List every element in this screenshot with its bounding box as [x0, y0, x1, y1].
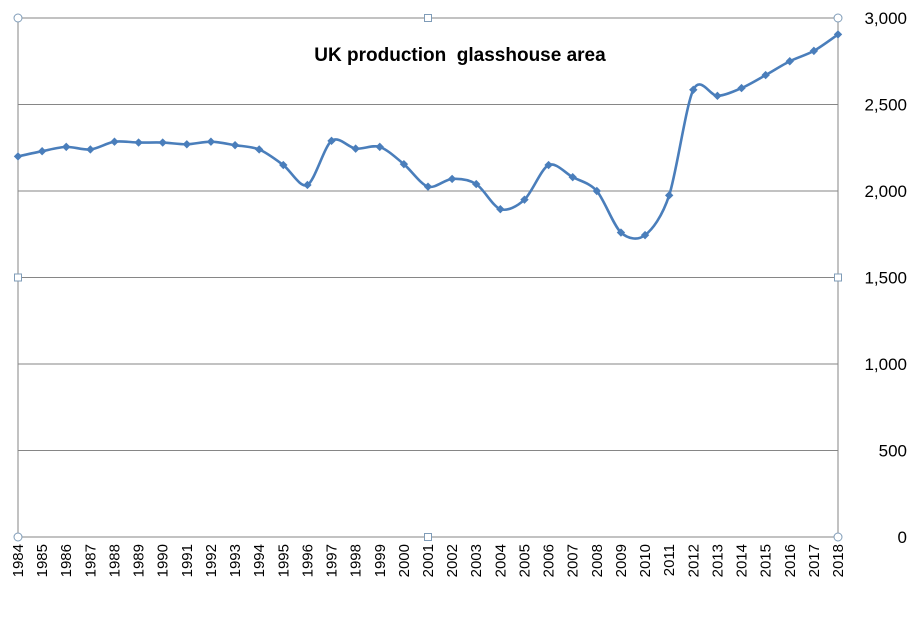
- x-tick-label: 1997: [324, 544, 341, 577]
- y-tick-label: 1,500: [864, 269, 907, 288]
- x-tick-label: 1998: [348, 544, 365, 577]
- data-point-marker: [110, 137, 119, 146]
- x-tick-label: 2011: [661, 544, 678, 576]
- data-point-marker: [230, 140, 240, 150]
- data-point-marker: [351, 144, 360, 153]
- data-point-marker: [472, 179, 481, 189]
- x-tick-label: 2000: [396, 544, 413, 577]
- resize-handle-corner[interactable]: [833, 532, 843, 542]
- x-tick-label: 2013: [709, 544, 726, 577]
- y-tick-label: 2,000: [864, 182, 907, 201]
- series-layer: [13, 30, 843, 240]
- x-tick-label: 1991: [179, 544, 196, 577]
- x-tick-label: 2018: [830, 544, 847, 577]
- data-point-marker: [134, 138, 143, 147]
- x-tick-label: 2006: [541, 544, 558, 577]
- x-tick-label: 2009: [613, 544, 630, 577]
- data-point-marker: [689, 85, 698, 94]
- data-point-marker: [399, 159, 409, 169]
- data-point-marker: [664, 191, 674, 200]
- data-point-marker: [520, 195, 529, 204]
- y-tick-label: 0: [898, 528, 907, 547]
- x-tick-label: 2004: [492, 544, 509, 577]
- data-point-marker: [182, 140, 192, 149]
- data-point-marker: [62, 142, 71, 152]
- data-point-marker: [616, 228, 626, 237]
- selection-handles: [13, 13, 843, 542]
- x-tick-label: 1993: [227, 544, 244, 577]
- resize-handle-corner[interactable]: [833, 13, 843, 23]
- data-point-marker: [158, 138, 167, 147]
- data-point-marker: [640, 230, 650, 240]
- data-point-marker: [303, 180, 312, 190]
- data-point-marker: [13, 152, 23, 161]
- x-tick-label: 1992: [203, 544, 220, 577]
- data-point-marker: [833, 30, 843, 39]
- data-point-marker: [544, 160, 553, 170]
- x-tick-label: 2017: [806, 544, 823, 577]
- data-point-marker: [86, 145, 95, 154]
- data-point-marker: [713, 91, 722, 101]
- gridlines: [18, 17, 838, 538]
- x-tick-label: 2002: [444, 544, 461, 577]
- x-tick-label: 1989: [131, 544, 148, 577]
- x-axis-tick-labels: 1984 1985 1986 1987 1988 1989 1990 1991 1992 1993…: [10, 544, 847, 577]
- data-point-marker: [785, 57, 794, 66]
- data-point-marker: [327, 136, 336, 146]
- x-tick-label: 1986: [58, 544, 75, 577]
- x-tick-label: 1996: [299, 544, 316, 577]
- x-tick-label: 2005: [516, 544, 533, 577]
- x-tick-label: 2010: [637, 544, 654, 577]
- data-point-marker: [496, 204, 505, 214]
- data-point-marker: [375, 142, 384, 152]
- resize-handle-side[interactable]: [14, 273, 22, 282]
- resize-handle-side[interactable]: [834, 273, 842, 282]
- resize-handle-side[interactable]: [424, 14, 432, 22]
- x-tick-label: 2007: [565, 544, 582, 577]
- resize-handle-corner[interactable]: [13, 13, 23, 23]
- y-tick-label: 1,000: [864, 355, 907, 374]
- data-point-marker: [737, 83, 746, 93]
- x-tick-label: 2003: [468, 544, 485, 577]
- x-tick-label: 2008: [589, 544, 606, 577]
- data-point-marker: [447, 174, 457, 184]
- y-axis-tick-labels: 0 500 1,000 1,500 2,000 2,500 3,000: [864, 9, 907, 547]
- data-point-marker: [206, 137, 216, 146]
- data-point-marker: [279, 160, 288, 170]
- x-tick-label: 1995: [275, 544, 292, 577]
- x-tick-label: 2014: [734, 544, 751, 577]
- x-tick-label: 1987: [82, 544, 99, 577]
- x-tick-label: 1984: [10, 544, 27, 577]
- y-tick-label: 500: [879, 442, 907, 461]
- x-tick-label: 2001: [420, 544, 437, 577]
- data-point-marker: [761, 70, 770, 80]
- data-point-marker: [37, 147, 47, 156]
- x-tick-label: 2012: [685, 544, 702, 577]
- resize-handle-corner[interactable]: [13, 532, 23, 542]
- x-tick-label: 1994: [251, 544, 268, 577]
- data-point-marker: [254, 145, 264, 154]
- resize-handle-side[interactable]: [424, 533, 432, 541]
- chart-title: UK production glasshouse area: [314, 45, 606, 66]
- data-point-marker: [568, 172, 577, 182]
- x-tick-label: 2016: [782, 544, 799, 577]
- data-point-marker: [423, 182, 433, 191]
- x-tick-label: 1985: [34, 544, 51, 577]
- data-point-marker: [592, 186, 602, 196]
- x-tick-label: 2015: [758, 544, 775, 577]
- x-tick-label: 1988: [106, 544, 123, 577]
- x-tick-label: 1990: [155, 544, 172, 577]
- y-tick-label: 2,500: [864, 96, 907, 115]
- y-tick-label: 3,000: [864, 9, 907, 28]
- data-point-marker: [809, 46, 819, 56]
- x-tick-label: 1999: [372, 544, 389, 577]
